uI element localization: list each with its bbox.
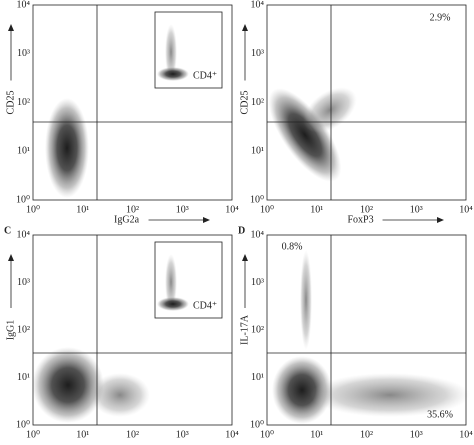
inset-label: CD4⁺ <box>193 70 217 81</box>
y-tick-label: 10⁴ <box>17 229 31 240</box>
y-tick-label: 10² <box>251 324 264 335</box>
x-tick-label: 10² <box>360 429 373 440</box>
x-tick-label: 10¹ <box>76 204 89 215</box>
inset-cloud <box>157 67 189 81</box>
y-axis-label: IL-17A <box>239 314 250 345</box>
panel-label: D <box>238 225 245 236</box>
x-tick-label: 10⁰ <box>26 429 40 440</box>
density-cloud <box>303 87 357 133</box>
x-tick-label: 10³ <box>176 204 189 215</box>
density-cloud <box>32 347 104 423</box>
y-tick-label: 10³ <box>17 48 30 59</box>
inset-cloud <box>165 24 177 80</box>
density-cloud <box>272 356 332 424</box>
arrow-head <box>437 217 444 223</box>
x-tick-label: 10³ <box>410 204 423 215</box>
y-tick-label: 10² <box>251 97 264 108</box>
x-tick-label: 10⁰ <box>260 204 274 215</box>
inset-cloud <box>165 254 177 310</box>
inset-label: CD4⁺ <box>193 300 217 311</box>
y-tick-label: 10⁰ <box>250 194 264 205</box>
quadrant-percent: 35.6% <box>427 409 453 420</box>
y-axis-label: IgG1 <box>5 320 16 341</box>
arrow-head <box>242 254 248 261</box>
y-tick-label: 10¹ <box>17 146 30 157</box>
x-tick-label: 10⁴ <box>225 429 239 440</box>
plot-frame <box>266 234 467 426</box>
x-tick-label: 10⁰ <box>260 429 274 440</box>
x-tick-label: 10² <box>126 429 139 440</box>
y-tick-label: 10⁴ <box>251 0 265 10</box>
inset-cloud <box>157 297 189 311</box>
y-tick-label: 10³ <box>251 277 264 288</box>
x-tick-label: 10¹ <box>76 429 89 440</box>
plot-frame <box>32 234 233 426</box>
y-axis-label: CD25 <box>5 91 16 115</box>
x-tick-label: 10⁴ <box>225 204 239 215</box>
x-axis-label: FoxP3 <box>347 214 373 225</box>
x-axis-label: IgG2a <box>114 214 140 225</box>
arrow-head <box>8 24 14 31</box>
y-tick-label: 10³ <box>251 48 264 59</box>
density-cloud <box>300 250 312 350</box>
arrow-head <box>242 24 248 31</box>
density-cloud <box>90 373 150 417</box>
x-tick-label: 10¹ <box>310 204 323 215</box>
x-tick-label: 10¹ <box>310 429 323 440</box>
arrow-head <box>203 217 210 223</box>
x-tick-label: 10³ <box>410 429 423 440</box>
y-axis-label: CD25 <box>239 91 250 115</box>
y-tick-label: 10⁰ <box>16 194 30 205</box>
y-tick-label: 10⁴ <box>17 0 31 10</box>
y-tick-label: 10¹ <box>251 372 264 383</box>
y-tick-label: 10³ <box>17 277 30 288</box>
quadrant-percent: 2.9% <box>430 12 451 23</box>
x-tick-label: 10⁰ <box>26 204 40 215</box>
y-tick-label: 10⁴ <box>251 229 265 240</box>
inset-frame <box>154 11 223 89</box>
plot-frame <box>266 4 467 201</box>
arrow-head <box>8 254 14 261</box>
y-tick-label: 10² <box>17 324 30 335</box>
x-tick-label: 10⁴ <box>459 429 473 440</box>
x-tick-label: 10² <box>360 204 373 215</box>
y-tick-label: 10¹ <box>17 372 30 383</box>
quadrant-percent: 0.8% <box>282 241 303 252</box>
x-tick-label: 10³ <box>176 429 189 440</box>
x-tick-label: 10² <box>126 204 139 215</box>
y-tick-label: 10⁰ <box>16 419 30 430</box>
inset-frame <box>154 241 223 319</box>
y-tick-label: 10⁰ <box>250 419 264 430</box>
density-cloud <box>310 373 470 417</box>
density-cloud <box>45 98 89 198</box>
density-cloud <box>268 88 342 182</box>
y-tick-label: 10¹ <box>251 146 264 157</box>
y-tick-label: 10² <box>17 97 30 108</box>
x-tick-label: 10⁴ <box>459 204 473 215</box>
panel-label: C <box>4 225 11 236</box>
plot-frame <box>32 4 233 201</box>
